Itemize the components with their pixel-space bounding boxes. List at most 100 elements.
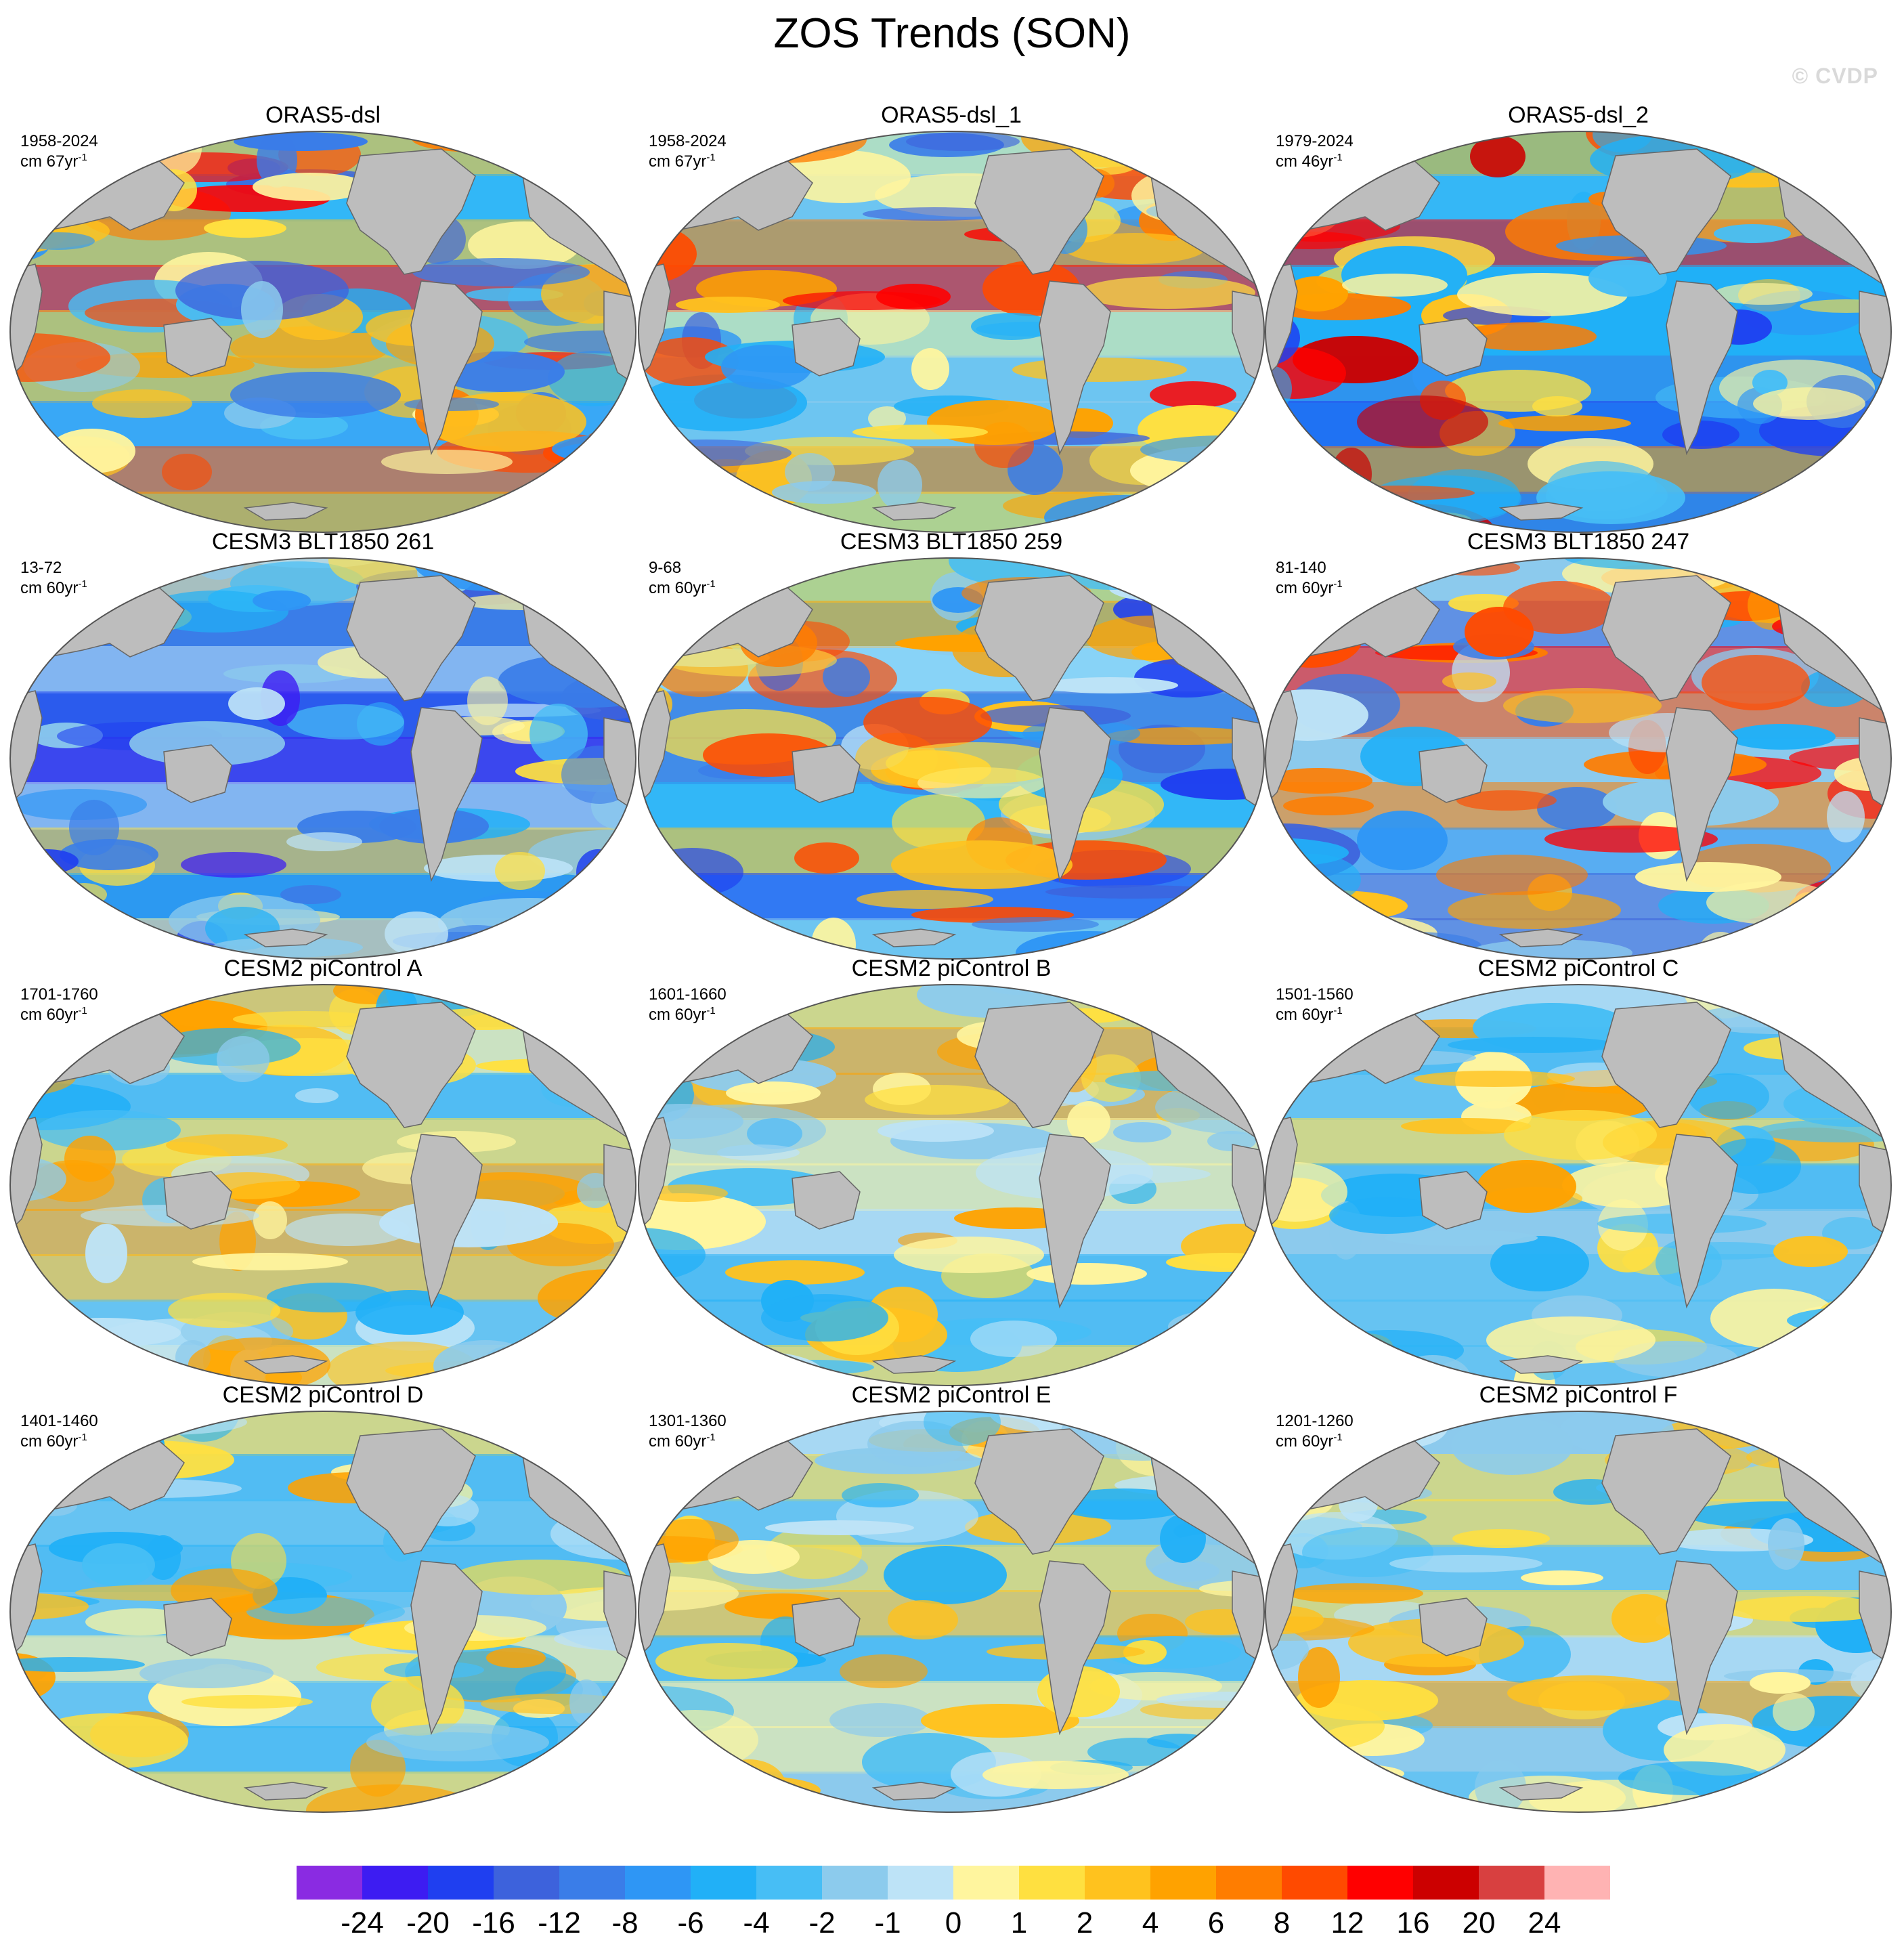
panel-years: 1979-2024 bbox=[1276, 132, 1354, 150]
panel-units-exponent: -1 bbox=[78, 578, 87, 590]
panel-units-exponent: -1 bbox=[1333, 1432, 1343, 1443]
land-mass bbox=[871, 928, 957, 947]
panel-title: ORAS5-dsl_2 bbox=[1508, 102, 1649, 128]
panel-units-exponent: -1 bbox=[706, 1005, 716, 1016]
colorbar-swatch bbox=[1479, 1866, 1544, 1900]
map-panel: ORAS5-dsl_2 1979-2024 cm 46yr-1 bbox=[1263, 102, 1893, 535]
land-mass bbox=[163, 318, 232, 377]
panel-units-text: cm 60yr bbox=[649, 1432, 707, 1451]
world-map bbox=[638, 557, 1265, 960]
panel-units-text: cm 67yr bbox=[649, 152, 707, 171]
land-mass bbox=[792, 744, 861, 803]
panel-title: CESM2 piControl F bbox=[1479, 1382, 1678, 1408]
map-panel: CESM3 BLT1850 247 81-140 cm 60yr-1 bbox=[1263, 528, 1893, 962]
colorbar-tick-label: -4 bbox=[743, 1906, 770, 1939]
colorbar-tick-label: 24 bbox=[1528, 1906, 1561, 1939]
colorbar-tick-label: 0 bbox=[945, 1906, 962, 1939]
panel-title: CESM2 piControl E bbox=[851, 1382, 1052, 1408]
map-outline bbox=[1265, 557, 1892, 960]
panel-units-text: cm 60yr bbox=[1276, 579, 1334, 597]
land-mass bbox=[346, 575, 476, 702]
panel-years: 9-68 bbox=[649, 559, 682, 577]
land-mass bbox=[1498, 502, 1584, 521]
panel-units-exponent: -1 bbox=[78, 152, 87, 163]
world-map bbox=[9, 1411, 636, 1813]
panel-units-exponent: -1 bbox=[706, 1432, 716, 1443]
cvdp-watermark: © CVDP bbox=[1792, 64, 1878, 88]
land-mass bbox=[1601, 575, 1731, 702]
panel-units-exponent: -1 bbox=[78, 1432, 87, 1443]
land-mass bbox=[1039, 280, 1111, 456]
land-mass bbox=[1498, 928, 1584, 947]
land-mass bbox=[243, 502, 328, 521]
panel-years: 1201-1260 bbox=[1276, 1412, 1354, 1430]
map-outline bbox=[9, 984, 636, 1386]
colorbar-tick-label: -2 bbox=[808, 1906, 836, 1939]
world-map bbox=[1265, 984, 1892, 1386]
colorbar-swatch bbox=[1216, 1866, 1282, 1900]
panel-years: 13-72 bbox=[20, 559, 62, 577]
land-mass bbox=[1498, 1782, 1584, 1801]
colorbar-tick-label: 4 bbox=[1142, 1906, 1159, 1939]
panel-units-text: cm 46yr bbox=[1276, 152, 1334, 171]
land-mass bbox=[243, 1355, 328, 1374]
panel-years: 1601-1660 bbox=[649, 985, 727, 1004]
panel-units-text: cm 60yr bbox=[1276, 1432, 1334, 1451]
panel-units-exponent: -1 bbox=[1333, 578, 1343, 590]
world-map bbox=[9, 131, 636, 533]
colorbar-swatch bbox=[1413, 1866, 1479, 1900]
colorbar-swatch bbox=[1085, 1866, 1150, 1900]
panel-units-text: cm 60yr bbox=[20, 1432, 79, 1451]
panel-units-text: cm 60yr bbox=[649, 579, 707, 597]
land-mass bbox=[1419, 1171, 1488, 1230]
world-map bbox=[9, 984, 636, 1386]
panel-title: CESM2 piControl B bbox=[851, 956, 1052, 981]
panel-units-text: cm 60yr bbox=[1276, 1006, 1334, 1024]
colorbar-tick-label: 8 bbox=[1273, 1906, 1291, 1939]
map-outline bbox=[9, 1411, 636, 1813]
land-mass bbox=[871, 1782, 957, 1801]
colorbar-swatch bbox=[494, 1866, 559, 1900]
map-outline bbox=[638, 131, 1265, 533]
panel-units: cm 60yr-1 bbox=[20, 1432, 87, 1452]
land-mass bbox=[974, 1002, 1104, 1128]
panel-units: cm 60yr-1 bbox=[649, 1005, 716, 1025]
colorbar-swatch bbox=[625, 1866, 691, 1900]
colorbar-tick-label: -16 bbox=[472, 1906, 515, 1939]
panel-title: CESM2 piControl C bbox=[1477, 956, 1679, 981]
land-mass bbox=[1419, 1598, 1488, 1656]
colorbar-swatch bbox=[1019, 1866, 1085, 1900]
land-mass bbox=[1666, 1134, 1738, 1309]
land-mass bbox=[871, 502, 957, 521]
panel-years: 1958-2024 bbox=[649, 132, 727, 150]
land-mass bbox=[1039, 1560, 1111, 1736]
panel-years: 1701-1760 bbox=[20, 985, 98, 1004]
map-outline bbox=[9, 557, 636, 960]
map-panel: ORAS5-dsl_1 1958-2024 cm 67yr-1 bbox=[636, 102, 1266, 535]
land-mass bbox=[1601, 1002, 1731, 1128]
colorbar-tick-label: -20 bbox=[406, 1906, 450, 1939]
world-map bbox=[638, 984, 1265, 1386]
panel-units-exponent: -1 bbox=[1333, 1005, 1343, 1016]
colorbar-tick-label: 1 bbox=[1010, 1906, 1028, 1939]
land-mass bbox=[1666, 707, 1738, 882]
land-mass bbox=[871, 1355, 957, 1374]
map-panel: CESM2 piControl C 1501-1560 cm 60yr-1 bbox=[1263, 955, 1893, 1388]
world-map bbox=[9, 557, 636, 960]
map-outline bbox=[638, 557, 1265, 960]
panel-units: cm 60yr-1 bbox=[20, 578, 87, 599]
map-panel: CESM2 piControl B 1601-1660 cm 60yr-1 bbox=[636, 955, 1266, 1388]
colorbar-tick-label: 20 bbox=[1462, 1906, 1496, 1939]
land-mass bbox=[792, 1598, 861, 1656]
land-mass bbox=[792, 318, 861, 377]
world-map bbox=[1265, 557, 1892, 960]
colorbar-tick-label: -8 bbox=[611, 1906, 639, 1939]
world-map bbox=[1265, 1411, 1892, 1813]
panel-years: 1401-1460 bbox=[20, 1412, 98, 1430]
land-mass bbox=[792, 1171, 861, 1230]
map-panel: ORAS5-dsl 1958-2024 cm 67yr-1 bbox=[8, 102, 638, 535]
panel-title: CESM3 BLT1850 259 bbox=[840, 529, 1063, 555]
world-map bbox=[638, 1411, 1265, 1813]
land-mass bbox=[1039, 1134, 1111, 1309]
colorbar-tick-label: -24 bbox=[341, 1906, 384, 1939]
